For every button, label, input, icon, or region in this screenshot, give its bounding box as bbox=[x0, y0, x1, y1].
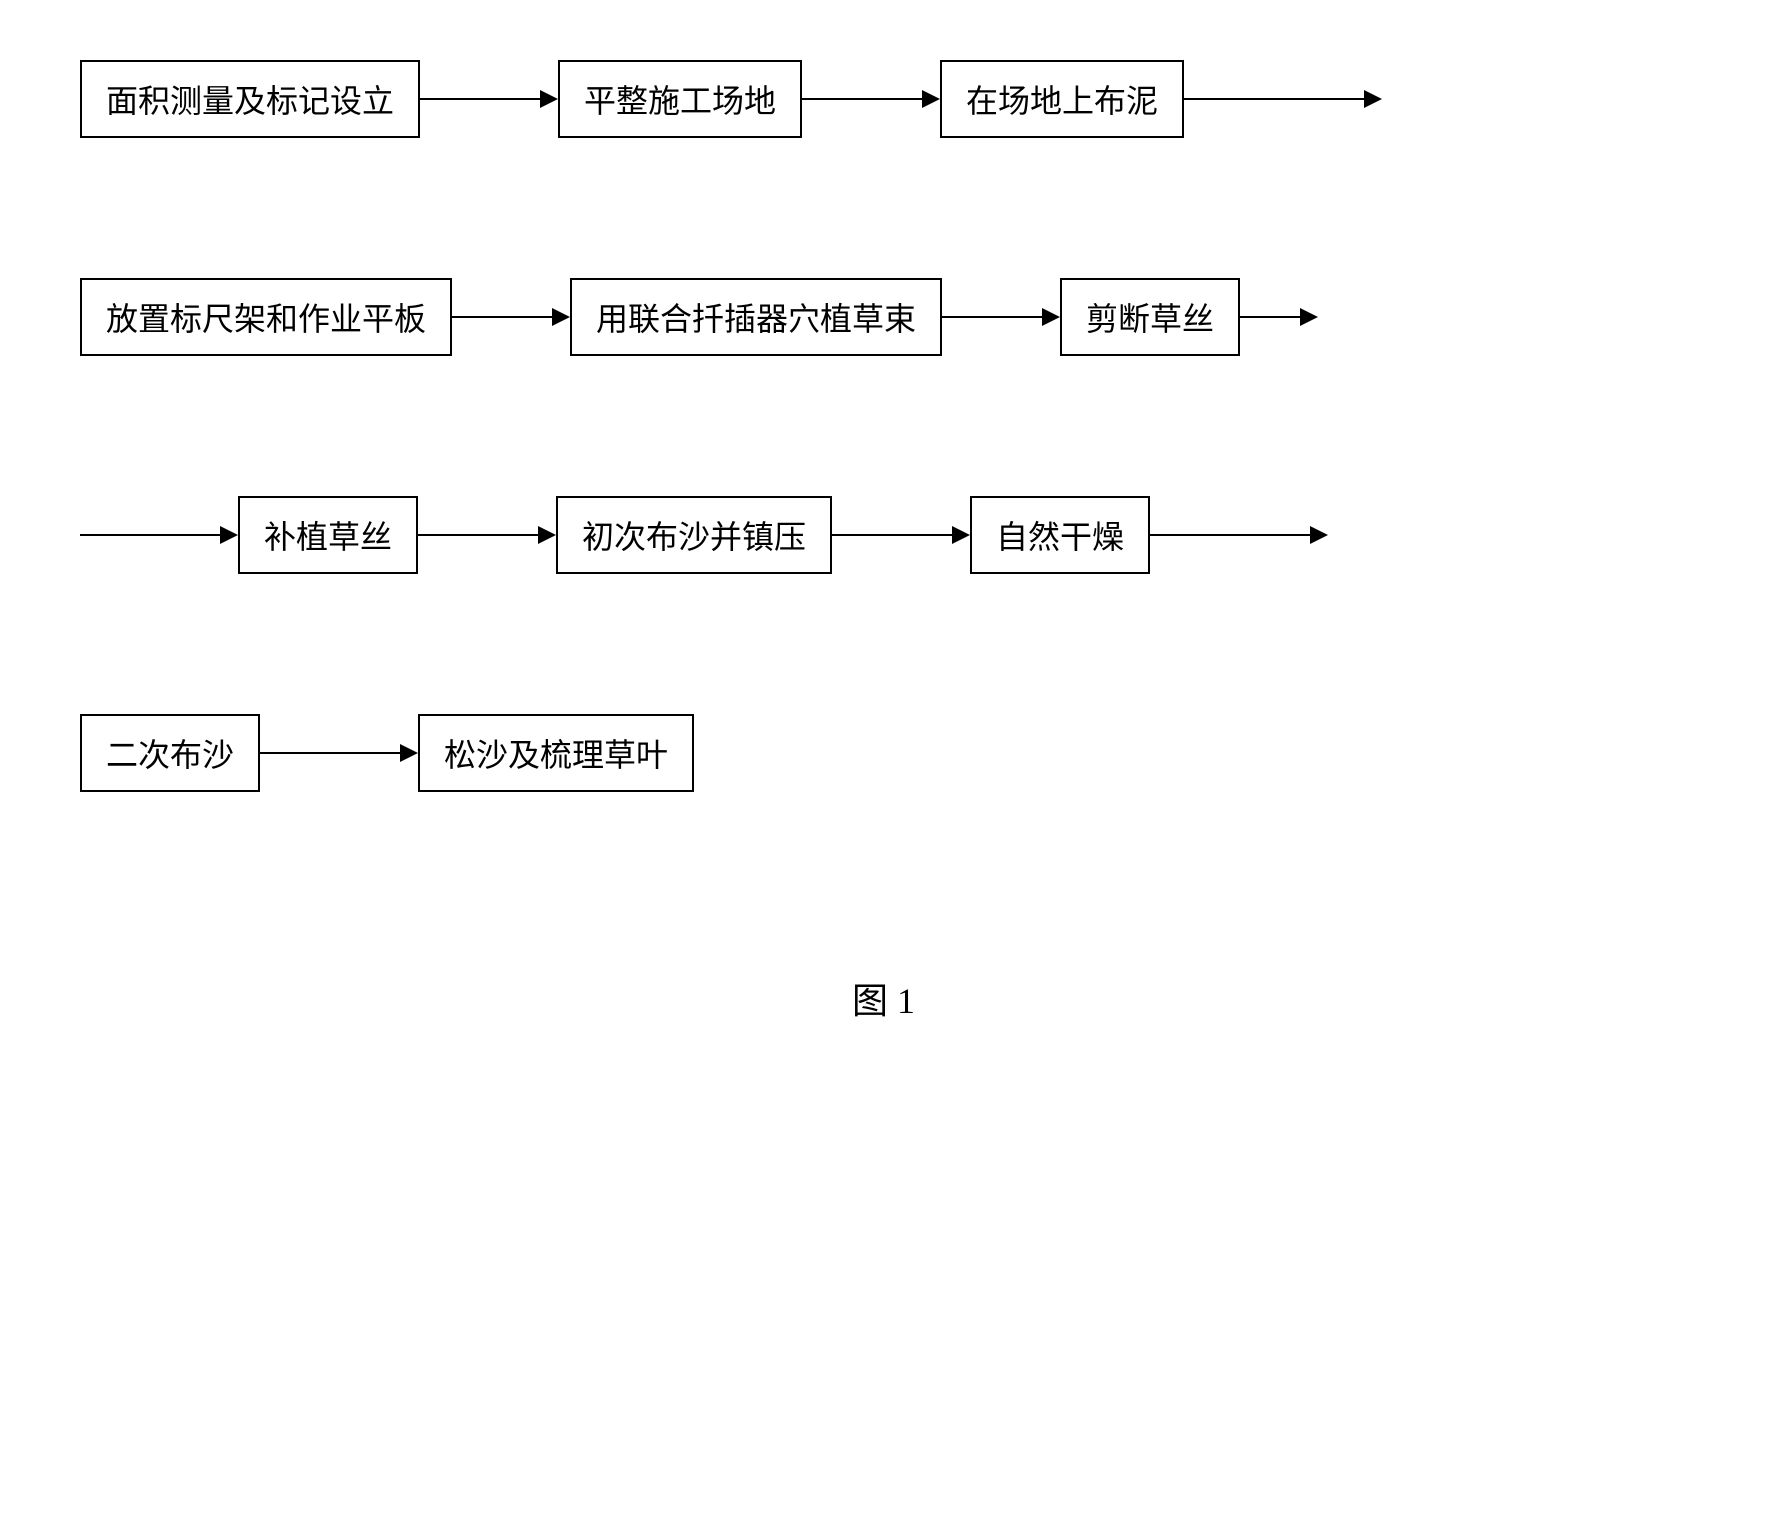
arrow-line bbox=[1150, 534, 1310, 536]
arrow-icon bbox=[80, 526, 238, 544]
flow-box: 补植草丝 bbox=[238, 496, 418, 574]
arrow-icon bbox=[832, 526, 970, 544]
arrow-icon bbox=[420, 90, 558, 108]
arrow-head-icon bbox=[1042, 308, 1060, 326]
arrow-head-icon bbox=[1364, 90, 1382, 108]
flow-row: 放置标尺架和作业平板 用联合扦插器穴植草束 剪断草丝 bbox=[80, 278, 1687, 356]
arrow-icon bbox=[1240, 308, 1318, 326]
flow-row: 补植草丝 初次布沙并镇压 自然干燥 bbox=[80, 496, 1687, 574]
flowchart: 面积测量及标记设立 平整施工场地 在场地上布泥 放置标尺架和作业平板 用联合扦插… bbox=[80, 60, 1687, 792]
arrow-head-icon bbox=[538, 526, 556, 544]
arrow-icon bbox=[1184, 90, 1382, 108]
flow-box: 用联合扦插器穴植草束 bbox=[570, 278, 942, 356]
figure-caption: 图 1 bbox=[80, 972, 1687, 1024]
arrow-head-icon bbox=[952, 526, 970, 544]
flow-box: 面积测量及标记设立 bbox=[80, 60, 420, 138]
arrow-head-icon bbox=[1300, 308, 1318, 326]
flow-box: 松沙及梳理草叶 bbox=[418, 714, 694, 792]
flow-box: 在场地上布泥 bbox=[940, 60, 1184, 138]
arrow-icon bbox=[452, 308, 570, 326]
arrow-head-icon bbox=[400, 744, 418, 762]
arrow-line bbox=[420, 98, 540, 100]
arrow-line bbox=[418, 534, 538, 536]
arrow-line bbox=[452, 316, 552, 318]
flow-box: 二次布沙 bbox=[80, 714, 260, 792]
arrow-line bbox=[1240, 316, 1300, 318]
flow-row: 面积测量及标记设立 平整施工场地 在场地上布泥 bbox=[80, 60, 1687, 138]
arrow-icon bbox=[418, 526, 556, 544]
arrow-line bbox=[1184, 98, 1364, 100]
arrow-line bbox=[802, 98, 922, 100]
arrow-line bbox=[832, 534, 952, 536]
arrow-line bbox=[80, 534, 220, 536]
arrow-icon bbox=[260, 744, 418, 762]
flow-box: 自然干燥 bbox=[970, 496, 1150, 574]
flow-row: 二次布沙 松沙及梳理草叶 bbox=[80, 714, 1687, 792]
arrow-icon bbox=[942, 308, 1060, 326]
arrow-icon bbox=[802, 90, 940, 108]
arrow-line bbox=[260, 752, 400, 754]
arrow-head-icon bbox=[540, 90, 558, 108]
arrow-head-icon bbox=[922, 90, 940, 108]
flow-box: 放置标尺架和作业平板 bbox=[80, 278, 452, 356]
flow-box: 剪断草丝 bbox=[1060, 278, 1240, 356]
arrow-icon bbox=[1150, 526, 1328, 544]
arrow-head-icon bbox=[220, 526, 238, 544]
arrow-head-icon bbox=[1310, 526, 1328, 544]
arrow-head-icon bbox=[552, 308, 570, 326]
flow-box: 初次布沙并镇压 bbox=[556, 496, 832, 574]
flow-box: 平整施工场地 bbox=[558, 60, 802, 138]
arrow-line bbox=[942, 316, 1042, 318]
